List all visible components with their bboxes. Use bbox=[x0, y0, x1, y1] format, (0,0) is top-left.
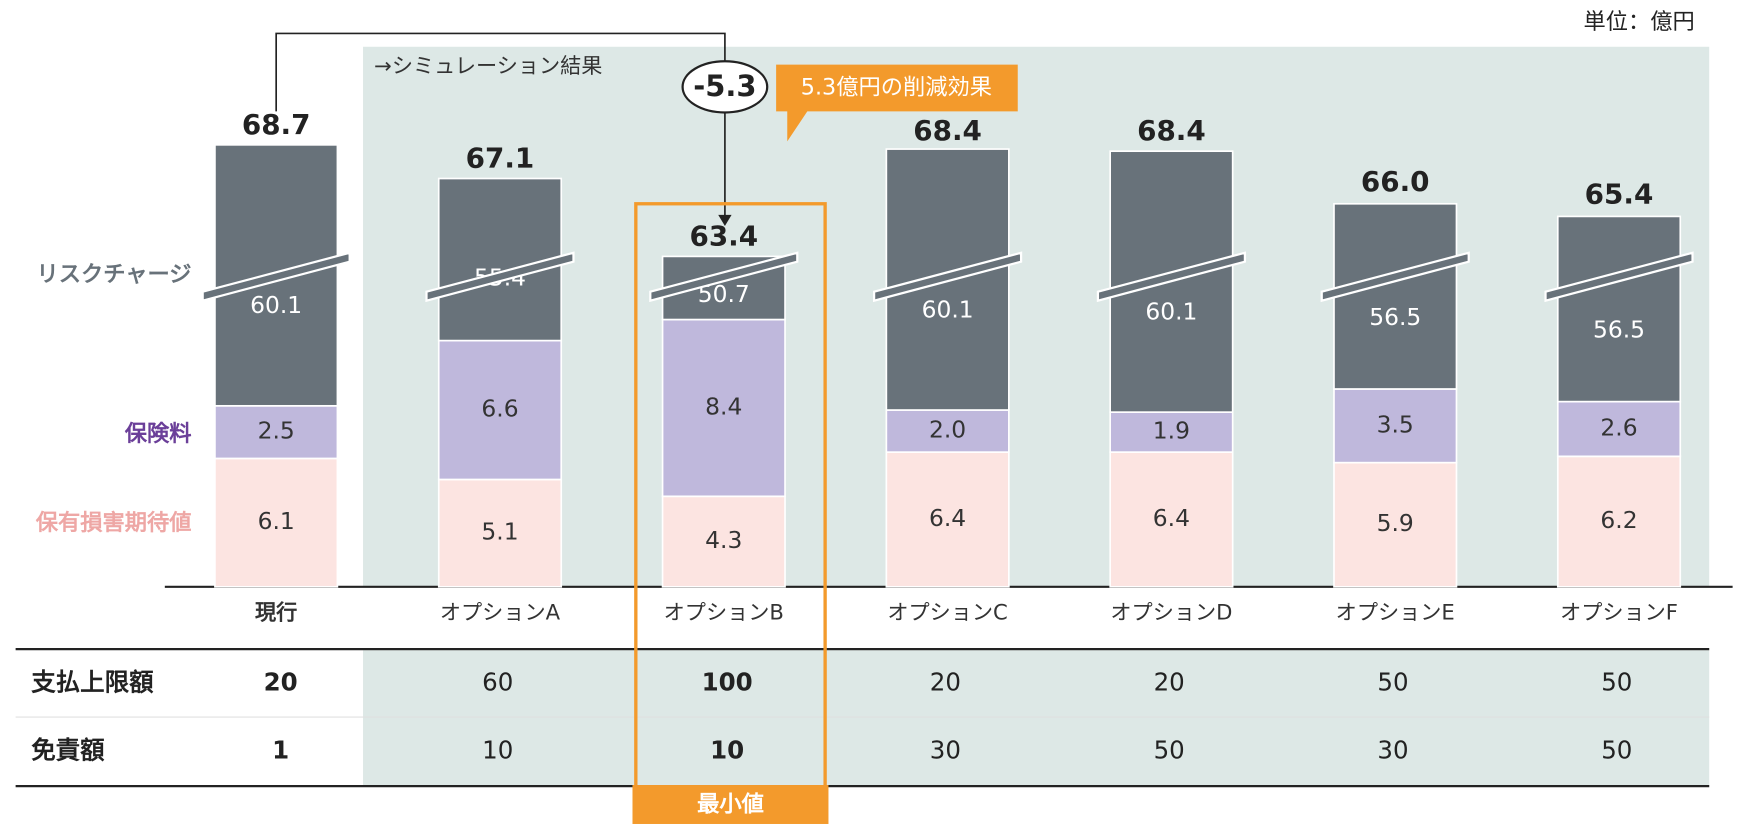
connector bbox=[275, 32, 726, 218]
row-label: 支払上限額 bbox=[31, 668, 154, 697]
value-label: 6.4 bbox=[929, 504, 966, 532]
axis-break bbox=[425, 251, 575, 303]
value-label: 6.2 bbox=[1600, 506, 1637, 534]
table-cell: 30 bbox=[1377, 736, 1408, 765]
difference: -5.3 bbox=[693, 69, 756, 103]
table-cell: 1 bbox=[272, 736, 289, 765]
bar-segment bbox=[1556, 455, 1682, 588]
table-cell: 10 bbox=[482, 736, 513, 765]
total-label: 67.1 bbox=[466, 142, 535, 175]
row-label: 免責額 bbox=[31, 736, 105, 765]
value-label: 2.6 bbox=[1600, 413, 1637, 441]
axis-break bbox=[1096, 251, 1247, 303]
table-cell: 50 bbox=[1601, 668, 1632, 697]
table-cell: 60 bbox=[482, 668, 513, 697]
total-label: 65.4 bbox=[1585, 177, 1654, 210]
legend-label: リスクチャージ bbox=[36, 262, 191, 288]
bar-segment bbox=[885, 451, 1010, 588]
value-label: 56.5 bbox=[1369, 303, 1421, 331]
table-cell: 50 bbox=[1601, 736, 1632, 765]
bar-segment bbox=[1109, 451, 1234, 588]
table-bg bbox=[363, 650, 1710, 787]
value-label: 6.1 bbox=[258, 507, 295, 535]
bar-segment bbox=[1556, 215, 1682, 403]
bar-segment bbox=[661, 495, 786, 588]
axis-break bbox=[1320, 251, 1470, 303]
value-label: 60.1 bbox=[250, 291, 302, 319]
bar-segment bbox=[1333, 202, 1458, 390]
table-cell: 100 bbox=[702, 668, 753, 697]
value-label: 3.5 bbox=[1377, 410, 1414, 438]
bar-segment bbox=[437, 177, 563, 342]
category-label: オプションE bbox=[1336, 600, 1455, 625]
callout: 5.3億円の削減効果 bbox=[801, 74, 992, 100]
bar-segment bbox=[437, 339, 563, 481]
bar-segment bbox=[661, 318, 786, 498]
value-label: 56.5 bbox=[1593, 316, 1645, 344]
category-label: オプションB bbox=[664, 600, 784, 625]
axis-break bbox=[201, 251, 351, 303]
category-label: オプションA bbox=[440, 600, 561, 625]
total-label: 66.0 bbox=[1361, 165, 1430, 198]
simulation-bg bbox=[363, 46, 1710, 587]
value-label: 2.0 bbox=[929, 416, 966, 444]
value-label: 5.9 bbox=[1377, 509, 1414, 537]
table-cell: 30 bbox=[930, 736, 961, 765]
value-label: 5.1 bbox=[481, 518, 518, 546]
total-label: 68.4 bbox=[913, 114, 982, 147]
table-cell: 50 bbox=[1377, 668, 1408, 697]
table-cell: 50 bbox=[1154, 736, 1185, 765]
legend-label: 保有損害期待値 bbox=[35, 509, 192, 536]
axis-break bbox=[1544, 251, 1694, 303]
table-cell: 20 bbox=[264, 668, 298, 697]
total-label: 68.4 bbox=[1137, 114, 1206, 147]
arrow-head bbox=[718, 214, 732, 227]
value-label: 1.9 bbox=[1153, 417, 1190, 445]
value-label: 2.5 bbox=[258, 417, 295, 445]
subtitle: →シミュレーション結果 bbox=[374, 53, 602, 78]
value-label: 8.4 bbox=[705, 392, 742, 420]
bar-segment bbox=[437, 478, 563, 588]
category-label: オプションF bbox=[1560, 600, 1678, 625]
category-label: 現行 bbox=[255, 600, 297, 625]
value-label: 60.1 bbox=[922, 295, 974, 323]
bar-segment bbox=[214, 457, 339, 588]
axis-break bbox=[873, 251, 1023, 303]
category-label: オプションD bbox=[1110, 600, 1232, 625]
value-label: 6.4 bbox=[1153, 504, 1190, 532]
value-label: 60.1 bbox=[1145, 297, 1197, 325]
difference-bubble bbox=[681, 60, 769, 114]
category-label: オプションC bbox=[887, 600, 1007, 625]
table-cell: 20 bbox=[930, 668, 961, 697]
axis-break bbox=[649, 251, 799, 303]
highlight-label: 最小値 bbox=[697, 792, 764, 818]
total-label: 68.7 bbox=[242, 108, 311, 141]
total-label: 63.4 bbox=[689, 219, 758, 252]
unit: 単位：億円 bbox=[1584, 9, 1695, 35]
table-cell: 20 bbox=[1154, 668, 1185, 697]
bars: 6.12.560.168.75.16.655.467.14.38.450.763… bbox=[201, 108, 1694, 588]
bar-segment bbox=[214, 404, 339, 460]
legend-label: 保険料 bbox=[124, 420, 192, 447]
bar-segment bbox=[1556, 400, 1682, 458]
highlight-label-bg bbox=[632, 785, 829, 824]
value-label: 6.6 bbox=[481, 395, 518, 423]
bar-segment bbox=[1333, 461, 1458, 588]
bar-segment bbox=[1333, 388, 1458, 464]
value-label: 4.3 bbox=[705, 526, 742, 554]
callout-box bbox=[776, 64, 1018, 142]
table-cell: 10 bbox=[710, 736, 744, 765]
